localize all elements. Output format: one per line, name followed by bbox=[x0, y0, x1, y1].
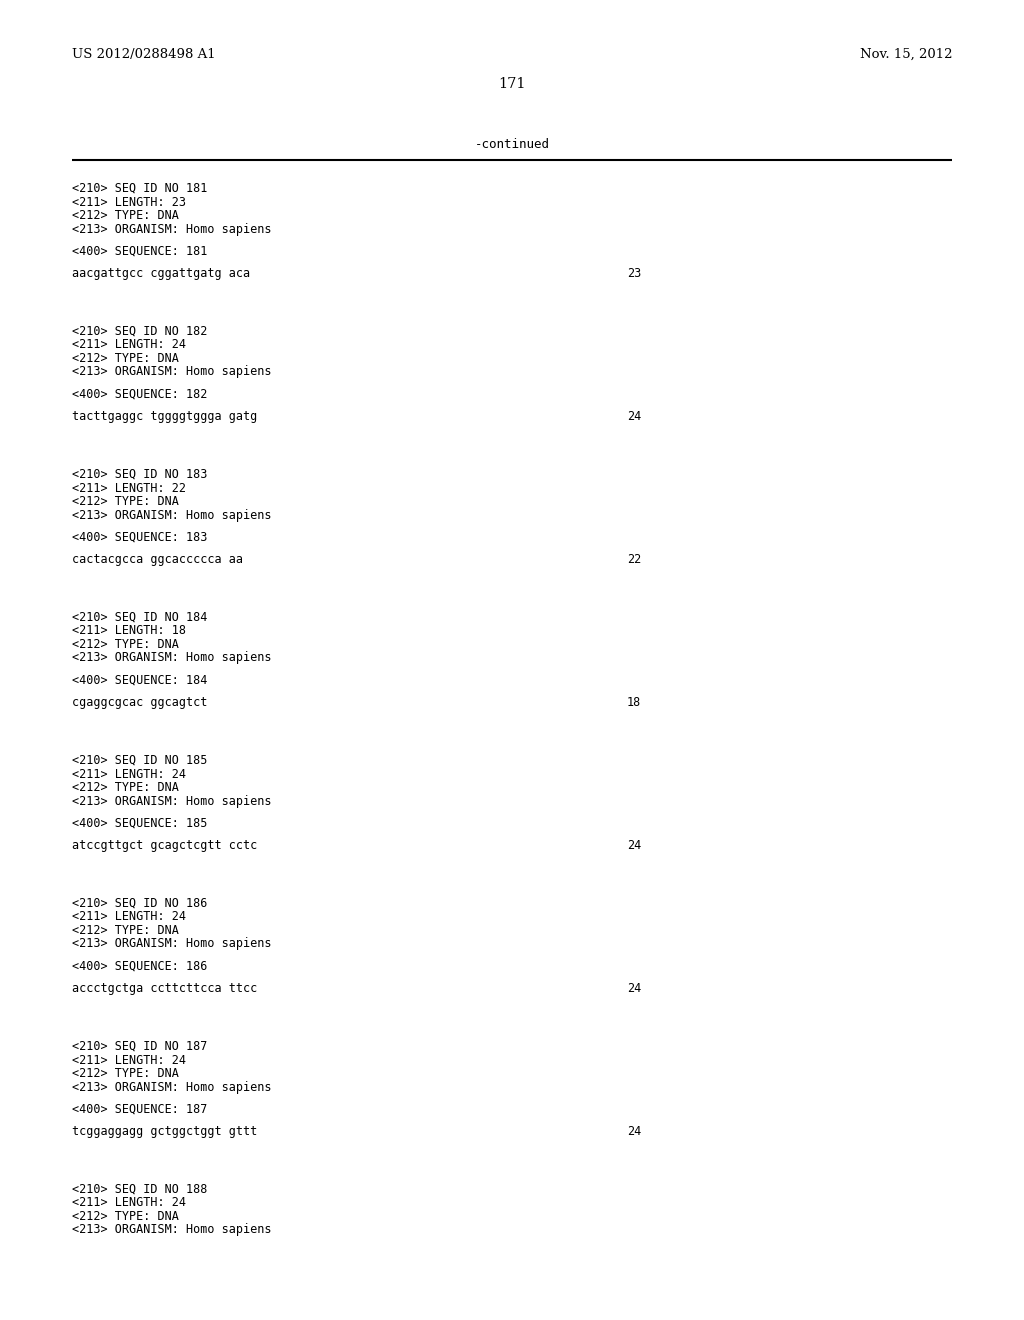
Text: <400> SEQUENCE: 183: <400> SEQUENCE: 183 bbox=[72, 531, 208, 544]
Text: <210> SEQ ID NO 187: <210> SEQ ID NO 187 bbox=[72, 1040, 208, 1053]
Text: 171: 171 bbox=[499, 77, 525, 91]
Text: tacttgaggc tggggtggga gatg: tacttgaggc tggggtggga gatg bbox=[72, 411, 257, 422]
Text: accctgctga ccttcttcca ttcc: accctgctga ccttcttcca ttcc bbox=[72, 982, 257, 995]
Text: <213> ORGANISM: Homo sapiens: <213> ORGANISM: Homo sapiens bbox=[72, 366, 271, 379]
Text: <212> TYPE: DNA: <212> TYPE: DNA bbox=[72, 638, 179, 651]
Text: 24: 24 bbox=[627, 982, 641, 995]
Text: <211> LENGTH: 24: <211> LENGTH: 24 bbox=[72, 767, 186, 780]
Text: <211> LENGTH: 22: <211> LENGTH: 22 bbox=[72, 482, 186, 495]
Text: <212> TYPE: DNA: <212> TYPE: DNA bbox=[72, 209, 179, 222]
Text: <210> SEQ ID NO 188: <210> SEQ ID NO 188 bbox=[72, 1183, 208, 1196]
Text: <212> TYPE: DNA: <212> TYPE: DNA bbox=[72, 1210, 179, 1224]
Text: <213> ORGANISM: Homo sapiens: <213> ORGANISM: Homo sapiens bbox=[72, 1224, 271, 1237]
Text: <400> SEQUENCE: 187: <400> SEQUENCE: 187 bbox=[72, 1102, 208, 1115]
Text: <210> SEQ ID NO 182: <210> SEQ ID NO 182 bbox=[72, 325, 208, 338]
Text: <211> LENGTH: 18: <211> LENGTH: 18 bbox=[72, 624, 186, 638]
Text: 24: 24 bbox=[627, 411, 641, 422]
Text: <213> ORGANISM: Homo sapiens: <213> ORGANISM: Homo sapiens bbox=[72, 937, 271, 950]
Text: 24: 24 bbox=[627, 840, 641, 851]
Text: tcggaggagg gctggctggt gttt: tcggaggagg gctggctggt gttt bbox=[72, 1125, 257, 1138]
Text: <213> ORGANISM: Homo sapiens: <213> ORGANISM: Homo sapiens bbox=[72, 795, 271, 808]
Text: <400> SEQUENCE: 185: <400> SEQUENCE: 185 bbox=[72, 817, 208, 830]
Text: <210> SEQ ID NO 184: <210> SEQ ID NO 184 bbox=[72, 611, 208, 624]
Text: cgaggcgcac ggcagtct: cgaggcgcac ggcagtct bbox=[72, 696, 208, 709]
Text: <211> LENGTH: 24: <211> LENGTH: 24 bbox=[72, 1053, 186, 1067]
Text: <211> LENGTH: 24: <211> LENGTH: 24 bbox=[72, 1196, 186, 1209]
Text: Nov. 15, 2012: Nov. 15, 2012 bbox=[859, 48, 952, 61]
Text: aacgattgcc cggattgatg aca: aacgattgcc cggattgatg aca bbox=[72, 267, 250, 280]
Text: <210> SEQ ID NO 185: <210> SEQ ID NO 185 bbox=[72, 754, 208, 767]
Text: 22: 22 bbox=[627, 553, 641, 566]
Text: US 2012/0288498 A1: US 2012/0288498 A1 bbox=[72, 48, 216, 61]
Text: <212> TYPE: DNA: <212> TYPE: DNA bbox=[72, 781, 179, 795]
Text: <213> ORGANISM: Homo sapiens: <213> ORGANISM: Homo sapiens bbox=[72, 1081, 271, 1093]
Text: 24: 24 bbox=[627, 1125, 641, 1138]
Text: 18: 18 bbox=[627, 696, 641, 709]
Text: <400> SEQUENCE: 186: <400> SEQUENCE: 186 bbox=[72, 960, 208, 973]
Text: 23: 23 bbox=[627, 267, 641, 280]
Text: <213> ORGANISM: Homo sapiens: <213> ORGANISM: Homo sapiens bbox=[72, 508, 271, 521]
Text: <400> SEQUENCE: 182: <400> SEQUENCE: 182 bbox=[72, 388, 208, 401]
Text: <211> LENGTH: 24: <211> LENGTH: 24 bbox=[72, 338, 186, 351]
Text: <400> SEQUENCE: 184: <400> SEQUENCE: 184 bbox=[72, 673, 208, 686]
Text: <212> TYPE: DNA: <212> TYPE: DNA bbox=[72, 924, 179, 937]
Text: atccgttgct gcagctcgtt cctc: atccgttgct gcagctcgtt cctc bbox=[72, 840, 257, 851]
Text: -continued: -continued bbox=[474, 139, 550, 150]
Text: <212> TYPE: DNA: <212> TYPE: DNA bbox=[72, 352, 179, 366]
Text: <210> SEQ ID NO 186: <210> SEQ ID NO 186 bbox=[72, 898, 208, 909]
Text: <211> LENGTH: 23: <211> LENGTH: 23 bbox=[72, 195, 186, 209]
Text: <213> ORGANISM: Homo sapiens: <213> ORGANISM: Homo sapiens bbox=[72, 652, 271, 664]
Text: <212> TYPE: DNA: <212> TYPE: DNA bbox=[72, 495, 179, 508]
Text: cactacgcca ggcaccccca aa: cactacgcca ggcaccccca aa bbox=[72, 553, 243, 566]
Text: <212> TYPE: DNA: <212> TYPE: DNA bbox=[72, 1067, 179, 1080]
Text: <213> ORGANISM: Homo sapiens: <213> ORGANISM: Homo sapiens bbox=[72, 223, 271, 235]
Text: <210> SEQ ID NO 181: <210> SEQ ID NO 181 bbox=[72, 182, 208, 195]
Text: <211> LENGTH: 24: <211> LENGTH: 24 bbox=[72, 911, 186, 924]
Text: <210> SEQ ID NO 183: <210> SEQ ID NO 183 bbox=[72, 469, 208, 480]
Text: <400> SEQUENCE: 181: <400> SEQUENCE: 181 bbox=[72, 244, 208, 257]
